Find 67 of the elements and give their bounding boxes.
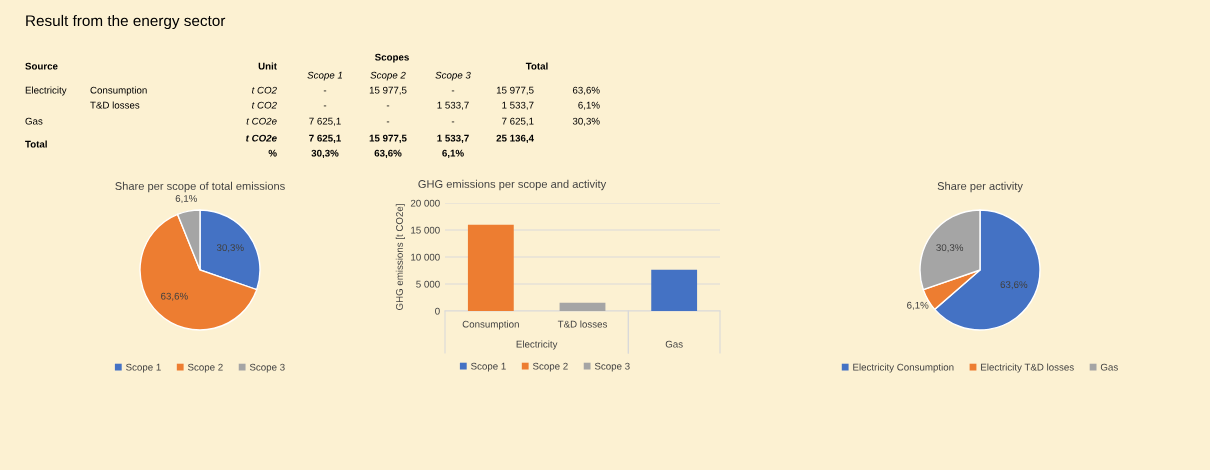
- text: 15 977,5: [369, 134, 407, 144]
- text: 6,1%: [578, 101, 600, 110]
- pie-slice: [139, 213, 258, 331]
- text: %: [268, 149, 277, 157]
- y-tick-label: 5 000: [416, 280, 440, 288]
- text: -: [386, 105, 390, 107]
- text: t CO2: [252, 86, 277, 94]
- text: -: [323, 90, 327, 92]
- text: -: [386, 121, 390, 123]
- text: Scope 2: [370, 71, 406, 81]
- text: 6,1%: [442, 149, 464, 159]
- text: 30,3%: [572, 117, 600, 126]
- chart-title: Share per activity: [937, 181, 1023, 193]
- text: Electricity: [25, 86, 67, 96]
- text: -: [451, 121, 455, 123]
- legend-label: Scope 3: [594, 362, 630, 372]
- data-label: 63,6%: [1000, 281, 1028, 290]
- text: 30,3%: [311, 149, 339, 159]
- text: Total: [525, 62, 548, 70]
- text: t CO2e: [246, 134, 277, 142]
- chart-title: Share per scope of total emissions: [115, 181, 285, 193]
- text: Electricity: [516, 340, 558, 350]
- data-label: 63,6%: [161, 292, 188, 301]
- text: 63,6%: [572, 86, 600, 95]
- y-tick-label: 15 000: [411, 226, 440, 234]
- legend-label: Gas: [1100, 363, 1118, 371]
- y-tick-label: 10 000: [411, 253, 440, 261]
- legend-label: Electricity Consumption: [853, 363, 954, 373]
- legend-label: Scope 3: [249, 363, 285, 373]
- text: 15 977,5: [496, 86, 534, 95]
- text: Unit: [258, 62, 277, 70]
- text: 1 533,7: [502, 101, 534, 110]
- legend-label: Scope 1: [126, 363, 161, 373]
- text: Consumption: [90, 86, 147, 96]
- text: Gas: [25, 117, 43, 125]
- text: 7 625,1: [309, 117, 341, 126]
- y-tick-label: 20 000: [410, 199, 440, 207]
- data-label: 30,3%: [936, 244, 964, 253]
- text: Result from the energy sector: [26, 14, 226, 30]
- legend-label: Scope 1: [471, 362, 506, 372]
- text: 63,6%: [374, 149, 402, 159]
- text: Scope 1: [307, 71, 343, 81]
- text: Gas: [665, 340, 683, 348]
- chart-title: GHG emissions per scope and activity: [418, 179, 607, 191]
- text: -: [451, 90, 455, 92]
- text: Scope 3: [435, 71, 471, 81]
- text: 7 625,1: [309, 134, 341, 144]
- text: Total: [25, 140, 47, 148]
- text: 15 977,5: [369, 86, 407, 95]
- text: t CO2e: [246, 117, 277, 125]
- text: Scopes: [374, 53, 409, 63]
- data-label: 30,3%: [216, 244, 244, 253]
- legend-label: Electricity T&D losses: [981, 363, 1074, 373]
- text: t CO2: [252, 101, 277, 109]
- text: 1 533,7: [437, 101, 469, 110]
- legend-label: Scope 2: [187, 363, 223, 373]
- data-label: 6,1%: [175, 195, 198, 204]
- text: 25 136,4: [496, 134, 534, 144]
- legend-label: Scope 2: [532, 362, 568, 372]
- y-axis-title: GHG emissions [t CO2e]: [395, 204, 405, 310]
- text: T&D losses: [90, 101, 140, 109]
- text: Source: [25, 62, 58, 70]
- y-tick-label: 0: [435, 307, 440, 315]
- text: 7 625,1: [502, 117, 534, 126]
- text: 1 533,7: [437, 134, 469, 144]
- text: -: [323, 105, 327, 107]
- data-label: 6,1%: [907, 301, 929, 310]
